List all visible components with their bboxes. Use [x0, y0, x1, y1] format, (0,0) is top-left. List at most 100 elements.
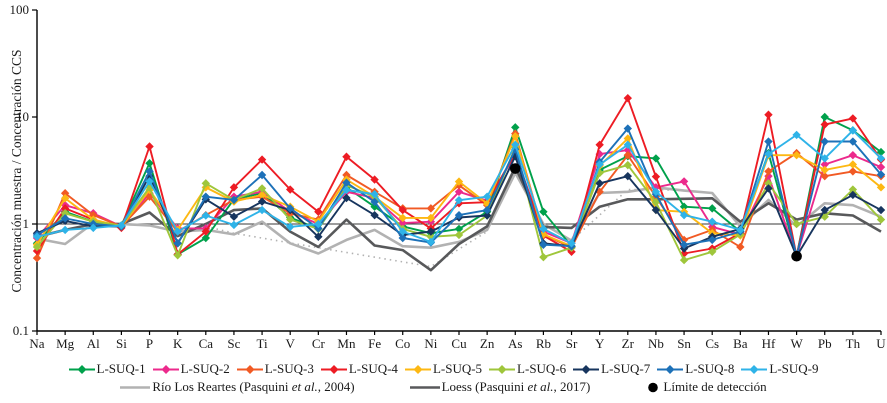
data-point-marker [398, 227, 407, 236]
data-point-marker [820, 120, 829, 129]
data-point-marker [595, 179, 604, 188]
data-point-marker [342, 185, 351, 195]
data-point-marker [848, 185, 858, 194]
data-point-marker [60, 225, 70, 235]
data-point-marker [398, 233, 407, 243]
data-point-marker [454, 210, 464, 220]
legend-item-l-suq-3: L-SUQ-3 [236, 361, 314, 377]
data-point-marker [32, 232, 42, 241]
legend-marker [573, 364, 600, 374]
data-point-marker [511, 132, 520, 141]
data-point-marker [229, 220, 239, 230]
legend-line-marker [409, 385, 440, 389]
data-point-marker [454, 224, 464, 234]
data-point-marker [60, 194, 70, 203]
x-tick-label: Mn [337, 336, 356, 351]
data-point-marker [848, 160, 858, 169]
data-point-marker [623, 160, 632, 170]
x-tick-label: K [173, 336, 183, 351]
data-point-marker [257, 205, 267, 215]
data-point-marker [764, 149, 773, 159]
legend-item-deteccion: Límite de detección [645, 379, 767, 395]
data-point-marker [679, 202, 689, 211]
data-point-marker [201, 227, 210, 236]
data-point-marker [145, 159, 154, 168]
y-tick-label: 0.1 [13, 323, 29, 338]
x-tick-label: Mg [56, 336, 75, 351]
y-axis-title: Concentración muestra / Concentración CC… [9, 49, 24, 293]
data-point-marker [370, 189, 379, 199]
data-point-marker [370, 175, 379, 184]
dotted-gray-segment [205, 225, 488, 268]
data-point-marker [257, 155, 267, 164]
data-point-marker [708, 247, 717, 256]
data-point-marker [314, 207, 323, 217]
data-point-marker [651, 154, 661, 163]
data-point-marker [708, 217, 717, 226]
legend-label: L-SUQ-9 [769, 361, 819, 376]
y-tick-label: 100 [10, 2, 30, 17]
data-point-marker [257, 190, 267, 200]
data-point-marker [820, 154, 829, 163]
data-point-marker [764, 167, 773, 176]
data-point-marker [595, 140, 604, 149]
data-point-marker [117, 221, 126, 230]
data-point-marker [651, 197, 661, 207]
data-point-marker [595, 149, 604, 159]
x-tick-label: W [790, 336, 803, 351]
x-tick-label: Rb [536, 336, 551, 351]
data-point-marker [426, 204, 436, 213]
data-point-marker [426, 213, 436, 223]
legend-row-references: Río Los Reartes (Pasquini et al., 2004) L… [0, 379, 887, 395]
data-point-marker [876, 170, 886, 179]
x-tick-label: Sr [566, 336, 578, 351]
x-tick-label: Fe [368, 336, 381, 351]
x-tick-label: Cs [705, 336, 719, 351]
data-point-marker [314, 224, 323, 233]
x-tick-label: Y [595, 336, 605, 351]
x-tick-label: Si [116, 336, 127, 351]
data-point-marker [623, 145, 632, 155]
data-point-marker [257, 197, 267, 206]
legend-marker [489, 364, 516, 374]
legend-item-l-suq-4: L-SUQ-4 [320, 361, 398, 377]
legend-item-loess: Loess (Pasquini et al., 2017) [409, 379, 590, 395]
data-point-marker [623, 150, 632, 160]
legend-label: L-SUQ-5 [432, 361, 483, 376]
data-point-marker [539, 230, 548, 239]
data-point-marker [89, 223, 98, 233]
data-point-marker [876, 147, 886, 157]
series-line-loess-pasquini-et-al-2017- [36, 165, 882, 272]
data-point-marker [679, 210, 689, 220]
data-point-marker [145, 177, 154, 186]
data-point-marker [229, 195, 239, 205]
data-point-marker [482, 211, 492, 220]
legend-marker [404, 364, 431, 374]
data-point-marker [201, 179, 210, 188]
legend-marker [320, 364, 347, 374]
data-point-marker [314, 232, 323, 241]
data-point-marker [539, 252, 548, 262]
data-point-marker [60, 189, 70, 198]
legend-marker [152, 364, 179, 374]
data-point-marker [820, 171, 829, 181]
legend-marker [657, 364, 684, 374]
data-point-marker [286, 215, 295, 224]
legend-item-l-suq-9: L-SUQ-9 [741, 361, 818, 377]
data-point-marker [876, 154, 886, 163]
data-point-marker [286, 185, 295, 194]
legend-label: L-SUQ-4 [348, 361, 398, 376]
data-point-marker [32, 242, 42, 252]
data-point-marker [398, 213, 407, 223]
dotted-gray-segment [570, 188, 713, 242]
legend-item-l-suq-2: L-SUQ-2 [152, 361, 230, 377]
detection-limit-dot-w [791, 250, 802, 262]
data-point-marker [342, 178, 351, 187]
data-point-marker [426, 237, 436, 247]
data-point-marker [201, 211, 210, 220]
legend-item-l-suq-5: L-SUQ-5 [404, 361, 483, 377]
data-point-marker [286, 204, 295, 213]
data-point-marker [764, 179, 773, 188]
legend-line-marker [120, 385, 151, 389]
x-tick-label: Nb [648, 336, 664, 351]
